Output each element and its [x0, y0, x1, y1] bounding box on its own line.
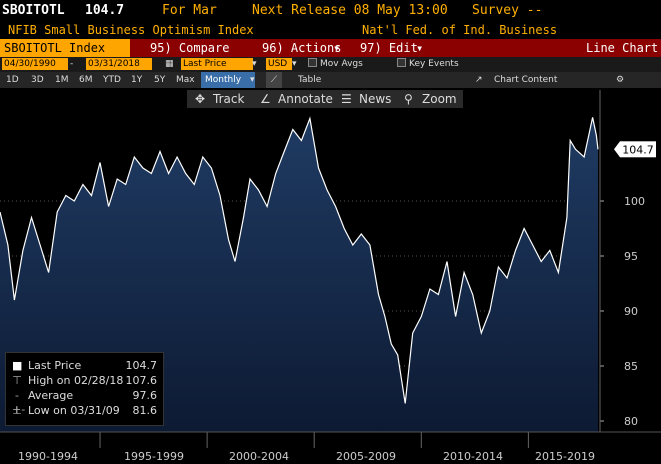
high-marker-icon: ⊤	[12, 374, 22, 387]
period-3d[interactable]: 3D	[31, 75, 44, 85]
period-bar: 1D 3D 1M 6M YTD 1Y 5Y Max Monthly ▾ ⟋ Ta…	[0, 72, 661, 88]
field-select[interactable]: Last Price	[181, 58, 253, 70]
security-header: SBOITOTL 104.7 For Mar Next Release 08 M…	[0, 0, 661, 22]
average-marker-icon: -+-	[12, 389, 26, 416]
y-tick-label: 85	[624, 360, 638, 373]
last-value-pointer	[614, 141, 620, 158]
legend-last-value: 104.7	[125, 359, 158, 372]
annotate-button[interactable]: Annotate	[278, 92, 333, 106]
legend-average-value: 97.6	[132, 389, 158, 402]
track-icon[interactable]: ✥	[195, 92, 206, 106]
ticker[interactable]: SBOITOTL	[2, 3, 65, 18]
y-tick-label: 95	[624, 250, 638, 263]
period-1y[interactable]: 1Y	[131, 75, 143, 85]
frequency-select[interactable]: Monthly	[201, 72, 255, 88]
period-5y[interactable]: 5Y	[154, 75, 166, 85]
mov-avgs-toggle[interactable]: Mov Avgs	[308, 57, 363, 72]
legend-high: ⊤ High on 02/28/18 107.6	[6, 374, 163, 388]
chart-type-label[interactable]: Line Chart	[586, 41, 659, 55]
key-events-checkbox-icon	[397, 58, 406, 67]
next-release-label: Next Release 08 May 13:00	[252, 3, 448, 18]
period-1d[interactable]: 1D	[6, 75, 19, 85]
legend-average-label: Average	[28, 389, 74, 402]
key-events-label: Key Events	[409, 59, 459, 69]
range-controls: 04/30/1990 - 03/31/2018 ▦ Last Price ▾ U…	[0, 57, 661, 72]
actions-button[interactable]: 96) Actions	[262, 41, 342, 55]
source-label: Nat'l Fed. of Ind. Business	[362, 23, 558, 37]
last-value-marker: 104.7	[614, 141, 656, 158]
mov-avgs-checkbox-icon	[308, 58, 317, 67]
survey-label: Survey --	[472, 3, 543, 18]
legend-low-value: 81.6	[132, 404, 158, 417]
legend-low: ⊥ Low on 03/31/09 81.6	[6, 404, 163, 418]
news-button[interactable]: News	[359, 92, 392, 106]
x-tick-label: 2010-2014	[443, 450, 503, 463]
track-button[interactable]: Track	[213, 92, 245, 106]
compare-button[interactable]: 95) Compare	[150, 41, 230, 55]
last-value: 104.7	[85, 3, 125, 18]
security-field[interactable]: SBOITOTL Index	[0, 39, 130, 57]
actions-dropdown-icon[interactable]: ▾	[333, 41, 341, 55]
frequency-dropdown-icon[interactable]: ▾	[250, 75, 255, 85]
y-tick-label: 90	[624, 305, 638, 318]
period-max[interactable]: Max	[176, 75, 195, 85]
key-events-toggle[interactable]: Key Events	[397, 57, 459, 72]
period-1m[interactable]: 1M	[55, 75, 69, 85]
legend-high-label: High on 02/28/18	[28, 374, 124, 387]
last-value-box	[620, 141, 656, 158]
x-axis: 1990-1994 1995-1999 2000-2004 2005-2009 …	[0, 448, 661, 464]
edit-dropdown-icon[interactable]: ▾	[416, 41, 424, 55]
x-tick-label: 2000-2004	[229, 450, 289, 463]
legend-last-label: Last Price	[28, 359, 82, 372]
y-tick-label: 100	[624, 195, 645, 208]
last-price-swatch-icon: ■	[12, 359, 23, 372]
chart-content-icon[interactable]: ↗	[475, 75, 483, 85]
chart-content-button[interactable]: Chart Content	[494, 75, 558, 85]
x-tick-label: 2015-2019	[535, 450, 595, 463]
edit-button[interactable]: 97) Edit	[360, 41, 418, 55]
description-row: NFIB Small Business Optimism Index Nat'l…	[0, 21, 661, 39]
function-toolbar: SBOITOTL Index 95) Compare 96) Actions ▾…	[0, 39, 661, 57]
period-label: For Mar	[162, 3, 217, 18]
low-marker-icon: ⊥	[12, 404, 22, 417]
period-ytd[interactable]: YTD	[103, 75, 121, 85]
legend-high-value: 107.6	[125, 374, 158, 387]
legend-average: -+- Average 97.6	[6, 389, 163, 416]
calendar-icon[interactable]: ▦	[165, 59, 174, 69]
x-tick-label: 1990-1994	[18, 450, 78, 463]
index-description: NFIB Small Business Optimism Index	[8, 23, 254, 37]
line-chart-icon[interactable]: ⟋	[266, 72, 282, 88]
date-separator: -	[70, 59, 74, 69]
y-axis: 80 85 90 95 100	[599, 90, 645, 432]
series-line	[0, 116, 599, 404]
chart-legend[interactable]: ■ Last Price 104.7 ⊤ High on 02/28/18 10…	[5, 352, 164, 426]
table-button[interactable]: Table	[298, 75, 322, 85]
currency-select[interactable]: USD	[266, 58, 292, 70]
field-dropdown-icon[interactable]: ▾	[252, 59, 257, 69]
annotate-icon[interactable]: ∠	[260, 92, 271, 106]
news-icon[interactable]: ☰	[341, 92, 352, 106]
period-6m[interactable]: 6M	[79, 75, 93, 85]
chart-tools: ✥ Track ∠ Annotate ☰ News ⚲ Zoom	[187, 90, 463, 108]
y-tick-label: 80	[624, 415, 638, 428]
currency-dropdown-icon[interactable]: ▾	[292, 59, 297, 69]
x-tick-label: 1995-1999	[124, 450, 184, 463]
zoom-icon[interactable]: ⚲	[404, 92, 413, 106]
last-value-text: 104.7	[622, 143, 654, 156]
x-tick-label: 2005-2009	[336, 450, 396, 463]
settings-gear-icon[interactable]: ⚙	[616, 75, 625, 85]
legend-low-label: Low on 03/31/09	[28, 404, 120, 417]
zoom-button[interactable]: Zoom	[422, 92, 457, 106]
start-date-input[interactable]: 04/30/1990	[2, 58, 68, 70]
end-date-input[interactable]: 03/31/2018	[86, 58, 152, 70]
mov-avgs-label: Mov Avgs	[320, 59, 363, 69]
legend-last: ■ Last Price 104.7	[6, 359, 163, 373]
